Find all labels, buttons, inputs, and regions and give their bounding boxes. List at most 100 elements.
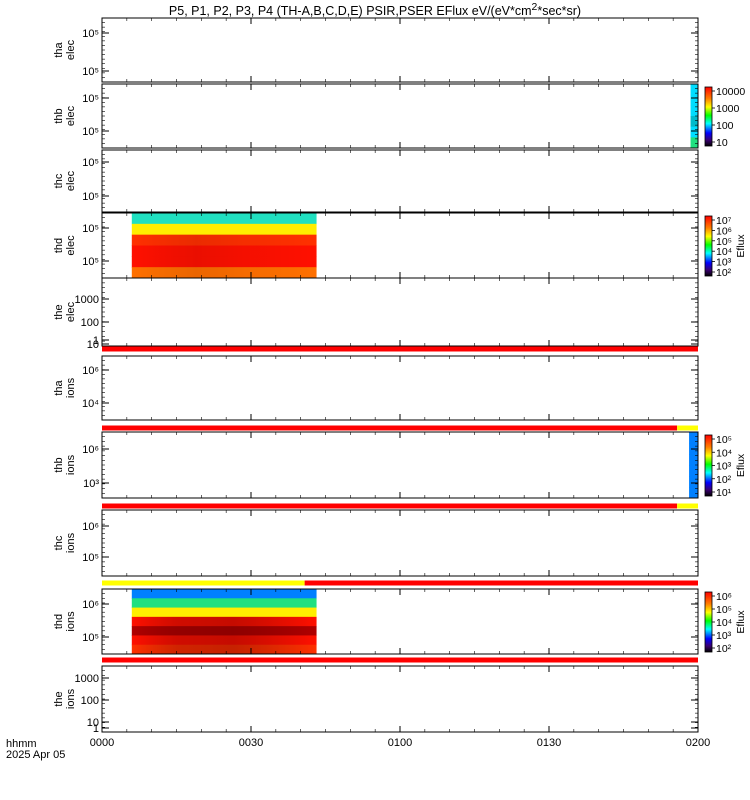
spectrogram-band xyxy=(690,84,698,96)
colorbar-tick-label: 10000 xyxy=(716,86,745,98)
spectrogram-band xyxy=(690,116,698,128)
y-tick-label: 10⁵ xyxy=(82,256,99,268)
x-tick-label: 0000 xyxy=(90,737,114,749)
y-axis-label-probe: thd xyxy=(53,614,65,629)
spectrogram-shading xyxy=(131,616,317,654)
y-axis-label-species: ions xyxy=(65,454,77,475)
colorbar-tick-label: 10⁴ xyxy=(716,447,732,459)
x-axis-label: hhmm xyxy=(6,738,37,750)
y-tick-label: 10⁵ xyxy=(82,223,99,235)
panel-frame xyxy=(101,17,699,83)
colorbar-tick-label: 10³ xyxy=(716,461,732,473)
colorbar-tick-label: 10² xyxy=(716,474,732,486)
spectrogram-band xyxy=(131,213,317,225)
y-tick-label: 1000 xyxy=(75,294,99,306)
panel-frame xyxy=(101,665,699,733)
panel-frame xyxy=(101,277,699,347)
y-axis-label-species: elec xyxy=(65,170,77,191)
status-flag-bar xyxy=(102,657,698,663)
y-axis-label-probe: the xyxy=(53,691,65,706)
spectrogram-band xyxy=(690,137,698,149)
y-axis-label-probe: thd xyxy=(53,238,65,253)
y-axis-label-species: ions xyxy=(65,532,77,553)
status-flag-bar xyxy=(677,425,698,431)
y-tick-label: 10⁵ xyxy=(82,66,99,78)
y-axis-label-species: elec xyxy=(65,105,77,126)
colorbar xyxy=(704,215,713,277)
y-tick-label: 10³ xyxy=(83,478,99,490)
y-tick-label: 10 xyxy=(87,717,99,729)
spectrogram-band xyxy=(689,487,698,499)
y-tick-label: 1 xyxy=(93,335,99,347)
y-axis-label-probe: the xyxy=(53,304,65,319)
y-tick-label: 10⁶ xyxy=(82,599,99,611)
y-axis-label-species: ions xyxy=(65,688,77,709)
colorbar-tick-label: 10 xyxy=(716,137,728,149)
status-flag-bar xyxy=(102,580,305,586)
y-tick-label: 10⁵ xyxy=(82,93,99,105)
status-flag-bar xyxy=(102,425,678,431)
spectrogram-shading xyxy=(131,234,317,278)
spectrogram-band xyxy=(689,454,698,466)
colorbar-tick-label: 10⁴ xyxy=(716,617,732,629)
y-axis-label-probe: thc xyxy=(53,173,65,188)
y-axis-label-probe: thc xyxy=(53,535,65,550)
spectrogram-band xyxy=(689,465,698,477)
spectrogram-band xyxy=(689,476,698,488)
status-flag-bar xyxy=(102,503,678,509)
y-tick-label: 10 xyxy=(87,339,99,351)
panel-frame xyxy=(101,355,699,421)
colorbar-tick-label: 1000 xyxy=(716,103,740,115)
y-tick-label: 1000 xyxy=(75,673,99,685)
y-tick-label: 10⁶ xyxy=(82,365,99,377)
colorbar-tick-label: 10⁵ xyxy=(716,236,732,248)
panel-frame xyxy=(101,149,699,213)
spectrogram-band xyxy=(131,607,317,618)
colorbar-tick-label: 10³ xyxy=(716,630,732,642)
y-tick-label: 100 xyxy=(81,695,99,707)
panel-frame xyxy=(101,509,699,577)
colorbar-tick-label: 10³ xyxy=(716,257,732,269)
y-tick-label: 10⁵ xyxy=(82,191,99,203)
colorbar xyxy=(704,591,713,653)
x-axis-date-label: 2025 Apr 05 xyxy=(6,749,66,761)
y-axis-label-species: ions xyxy=(65,611,77,632)
colorbar-tick-label: 10² xyxy=(716,267,732,279)
chart-title: P5, P1, P2, P3, P4 (TH-A,B,C,D,E) PSIR,P… xyxy=(168,2,582,19)
spectrogram-band xyxy=(689,432,698,444)
y-axis-label-species: elec xyxy=(65,235,77,256)
y-tick-label: 10⁶ xyxy=(82,444,99,456)
y-axis-label-species: elec xyxy=(65,301,77,322)
spectrogram-band xyxy=(131,589,317,599)
spectrogram-band xyxy=(131,223,317,236)
status-flag-bar xyxy=(677,503,698,509)
y-tick-label: 10⁵ xyxy=(82,28,99,40)
status-flag-bar xyxy=(304,580,698,586)
colorbar-tick-label: 10⁶ xyxy=(716,591,732,603)
x-tick-label: 0130 xyxy=(537,737,561,749)
y-tick-label: 10⁵ xyxy=(82,552,99,564)
y-tick-label: 10⁵ xyxy=(82,126,99,138)
y-axis-label-probe: thb xyxy=(53,457,65,472)
y-axis-label-species: ions xyxy=(65,377,77,398)
y-axis-label-species: elec xyxy=(65,39,77,60)
colorbar-tick-label: 10¹ xyxy=(716,487,732,499)
x-tick-label: 0030 xyxy=(239,737,263,749)
spectrogram-band xyxy=(690,105,698,117)
panel-frame xyxy=(101,83,699,149)
colorbar xyxy=(704,86,713,147)
spectrogram-band xyxy=(690,94,698,106)
colorbar-tick-label: 10⁴ xyxy=(716,246,732,258)
y-tick-label: 1 xyxy=(93,723,99,735)
colorbar-tick-label: 10² xyxy=(716,643,732,655)
colorbar xyxy=(704,434,713,497)
spectrogram-band xyxy=(131,598,317,609)
y-tick-label: 10⁵ xyxy=(82,632,99,644)
colorbar-tick-label: 100 xyxy=(716,120,734,132)
x-tick-label: 0200 xyxy=(686,737,710,749)
colorbar-tick-label: 10⁷ xyxy=(716,215,732,227)
status-flag-bar xyxy=(102,346,698,352)
y-tick-label: 10⁵ xyxy=(82,157,99,169)
